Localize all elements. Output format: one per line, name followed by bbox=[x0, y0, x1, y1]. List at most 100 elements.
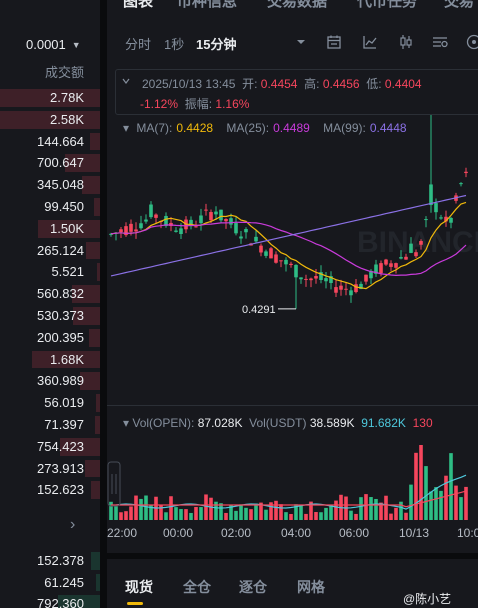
tab-trade[interactable]: 交易 bbox=[444, 0, 475, 10]
orderbook-row[interactable]: 700.647 bbox=[0, 152, 100, 174]
volume-bar bbox=[279, 504, 283, 520]
volume-bar bbox=[134, 495, 138, 520]
depth-bar bbox=[38, 219, 100, 238]
interval-timeline[interactable]: 分时 bbox=[125, 37, 152, 52]
orderbook-row[interactable]: 754.423 bbox=[0, 436, 100, 458]
depth-bar bbox=[89, 328, 100, 347]
candle-icon[interactable] bbox=[397, 33, 415, 51]
orderbook-row[interactable]: 5.521 bbox=[0, 261, 100, 283]
orderbook-row[interactable]: 345.048 bbox=[0, 174, 100, 196]
orderbook-row[interactable]: 61.245 bbox=[0, 572, 100, 594]
chevron-down-icon[interactable]: ▾ bbox=[123, 416, 130, 430]
orderbook-volume: 56.019 bbox=[44, 395, 84, 411]
line-chart-icon[interactable] bbox=[361, 33, 379, 51]
volume-bar bbox=[184, 509, 188, 520]
orderbook-row[interactable]: 144.664 bbox=[0, 131, 100, 153]
volume-bar bbox=[159, 505, 163, 520]
volume-bar bbox=[224, 512, 228, 520]
volume-bar bbox=[389, 513, 393, 520]
chevron-down-icon: ▼ bbox=[71, 40, 81, 50]
depth-bar bbox=[85, 459, 100, 478]
candle-body bbox=[164, 215, 168, 226]
candle-body bbox=[314, 276, 318, 279]
tab-isolated[interactable]: 逐仓 bbox=[239, 579, 267, 595]
more-settings-icon[interactable] bbox=[465, 33, 478, 51]
orderbook-volume: 152.623 bbox=[37, 482, 84, 498]
volume-bar bbox=[284, 512, 288, 520]
vol-ma5-line bbox=[110, 474, 467, 510]
candle-body bbox=[279, 260, 283, 262]
orderbook-row[interactable]: 99.450 bbox=[0, 196, 100, 218]
orderbook-row[interactable]: 71.397 bbox=[0, 414, 100, 436]
calendar-icon[interactable] bbox=[325, 33, 343, 51]
chevron-down-icon[interactable] bbox=[292, 33, 310, 51]
candle-body bbox=[434, 203, 438, 213]
orderbook-row[interactable]: 56.019 bbox=[0, 392, 100, 414]
tab-chart[interactable]: 图表 bbox=[123, 0, 154, 10]
tab-spot[interactable]: 现货 bbox=[125, 579, 153, 595]
candle-body bbox=[239, 236, 243, 239]
candle-body bbox=[274, 254, 278, 263]
orderbook-row[interactable]: 360.989 bbox=[0, 370, 100, 392]
tab-cross[interactable]: 全仓 bbox=[183, 579, 211, 595]
vol-ma10-value: 130 bbox=[412, 416, 433, 430]
interval-1s[interactable]: 1秒 bbox=[164, 37, 185, 52]
candle-body bbox=[144, 219, 148, 222]
volume-bar bbox=[249, 509, 253, 520]
orderbook-row[interactable]: 1.50K bbox=[0, 218, 100, 240]
orderbook-row[interactable]: 152.623 bbox=[0, 479, 100, 501]
volume-bar bbox=[429, 491, 433, 520]
candle-body bbox=[284, 259, 288, 265]
orderbook-row[interactable]: 2.58K bbox=[0, 109, 100, 131]
vol-open-value: 87.028K bbox=[197, 416, 243, 430]
orderbook-volume: 360.989 bbox=[37, 373, 84, 389]
volume-bar bbox=[299, 504, 303, 520]
ma-legend: ▾ MA(7): 0.4428 MA(25): 0.4489 MA(99): 0.44… bbox=[123, 121, 411, 135]
candle-body bbox=[354, 284, 358, 293]
orderbook-volume: 71.397 bbox=[44, 417, 84, 432]
volume-bar bbox=[414, 452, 418, 520]
depth-bar bbox=[97, 263, 100, 282]
volume-bar bbox=[169, 496, 173, 520]
orderbook-row[interactable]: 265.124 bbox=[0, 240, 100, 262]
candlestick-chart[interactable]: BINANCE0.47000.4291 bbox=[107, 70, 478, 540]
tab-token-tasks[interactable]: 代币任务 bbox=[357, 0, 418, 10]
tab-grid[interactable]: 网格 bbox=[297, 579, 325, 595]
depth-bar bbox=[72, 285, 100, 303]
orderbook-row[interactable]: 792.360 bbox=[0, 593, 100, 608]
orderbook-row[interactable]: 152.378 bbox=[0, 550, 100, 572]
volume-bar bbox=[204, 494, 208, 520]
candle-body bbox=[444, 216, 448, 222]
candle-body bbox=[324, 278, 328, 282]
candle-body bbox=[289, 263, 293, 266]
ohlc-amp-label: 振幅: bbox=[184, 97, 213, 111]
orderbook-row[interactable]: 530.373 bbox=[0, 305, 100, 327]
orderbook-row[interactable]: 273.913 bbox=[0, 458, 100, 480]
orderbook-row[interactable]: 200.395 bbox=[0, 327, 100, 349]
interval-15m[interactable]: 15分钟 bbox=[196, 37, 237, 52]
orderbook-row[interactable]: 560.832 bbox=[0, 283, 100, 305]
indicator-settings-icon[interactable] bbox=[431, 33, 449, 51]
volume-bar bbox=[319, 512, 323, 520]
depth-bar bbox=[94, 198, 100, 216]
orderbook-volume: 530.373 bbox=[37, 308, 84, 323]
volume-bar bbox=[264, 509, 268, 520]
tab-trade-data[interactable]: 交易数据 bbox=[267, 0, 328, 10]
chart-toolbar: 分时 1秒 15分钟 bbox=[107, 28, 478, 56]
depth-bar bbox=[32, 350, 100, 369]
chevron-right-icon[interactable]: › bbox=[70, 516, 76, 533]
tab-coin-info[interactable]: 币种信息 bbox=[177, 0, 238, 10]
orderbook-volume: 2.58K bbox=[50, 111, 84, 127]
orderbook-row[interactable]: 2.78K bbox=[0, 87, 100, 109]
volume-bar bbox=[334, 500, 338, 520]
collapse-icon[interactable] bbox=[122, 77, 130, 85]
volume-bar bbox=[359, 497, 363, 520]
time-tick: 04:00 bbox=[281, 526, 312, 540]
precision-selector[interactable]: 0.0001 ▼ bbox=[26, 37, 81, 52]
chevron-down-icon[interactable]: ▾ bbox=[123, 121, 130, 135]
ohlc-open-label: 开: bbox=[242, 77, 258, 91]
candle-body bbox=[389, 263, 393, 267]
orderbook-row[interactable]: 1.68K bbox=[0, 349, 100, 371]
depth-bar bbox=[95, 416, 100, 434]
candle-body bbox=[124, 226, 128, 236]
